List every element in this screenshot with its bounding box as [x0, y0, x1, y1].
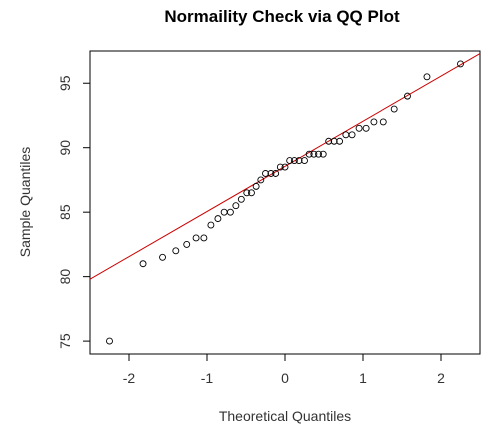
data-point — [106, 337, 113, 345]
data-point — [348, 131, 356, 139]
data-point — [183, 240, 191, 248]
data-points-group — [106, 60, 464, 345]
data-point — [325, 137, 333, 145]
data-point — [200, 234, 208, 242]
data-point — [159, 253, 166, 261]
chart-title: Normaility Check via QQ Plot — [164, 7, 400, 26]
y-axis-label: Sample Quantiles — [17, 147, 33, 258]
data-point — [370, 118, 378, 126]
data-point — [139, 260, 147, 268]
data-point — [355, 124, 363, 132]
data-point — [336, 137, 344, 145]
x-tick-label: -2 — [123, 370, 136, 386]
data-point — [243, 189, 251, 197]
data-point — [286, 157, 294, 165]
x-axis-label: Theoretical Quantiles — [219, 408, 351, 424]
reference-line-group — [89, 53, 481, 280]
data-point — [315, 150, 322, 158]
data-point — [207, 221, 215, 229]
data-point — [379, 118, 387, 126]
data-point — [330, 137, 338, 145]
data-point — [290, 157, 298, 165]
data-point — [172, 247, 180, 255]
data-point — [237, 195, 245, 203]
y-tick-label: 80 — [57, 269, 73, 285]
x-tick-label: -1 — [201, 370, 214, 386]
y-axis: 75 80 85 90 95 — [57, 75, 90, 349]
qq-reference-line — [89, 53, 481, 280]
data-point — [257, 176, 265, 184]
data-point — [342, 131, 350, 139]
data-point — [272, 170, 280, 177]
data-point — [276, 163, 284, 171]
data-point — [423, 73, 431, 81]
data-point — [192, 234, 200, 242]
x-tick-label: 2 — [437, 370, 445, 386]
y-tick-label: 90 — [57, 140, 73, 156]
data-point — [232, 202, 240, 210]
data-point — [252, 182, 260, 190]
y-tick-label: 75 — [57, 333, 73, 349]
x-tick-label: 0 — [281, 370, 289, 386]
data-point — [248, 189, 255, 197]
data-point — [214, 215, 222, 223]
x-tick-label: 1 — [359, 370, 367, 386]
data-point — [390, 105, 398, 113]
data-point — [319, 150, 327, 158]
data-point — [295, 157, 303, 165]
data-point — [404, 92, 411, 100]
y-tick-label: 95 — [57, 75, 73, 91]
data-point — [457, 60, 464, 68]
data-point — [310, 150, 318, 158]
data-point — [281, 163, 289, 171]
plot-frame — [89, 50, 481, 355]
data-point — [362, 124, 370, 132]
data-point — [305, 150, 313, 158]
data-point — [220, 208, 228, 216]
data-point — [262, 170, 269, 177]
x-axis: -2 -1 0 1 2 — [123, 354, 445, 386]
data-point — [226, 208, 234, 216]
y-tick-label: 85 — [57, 204, 73, 220]
data-point — [267, 170, 275, 177]
data-point — [301, 157, 308, 165]
